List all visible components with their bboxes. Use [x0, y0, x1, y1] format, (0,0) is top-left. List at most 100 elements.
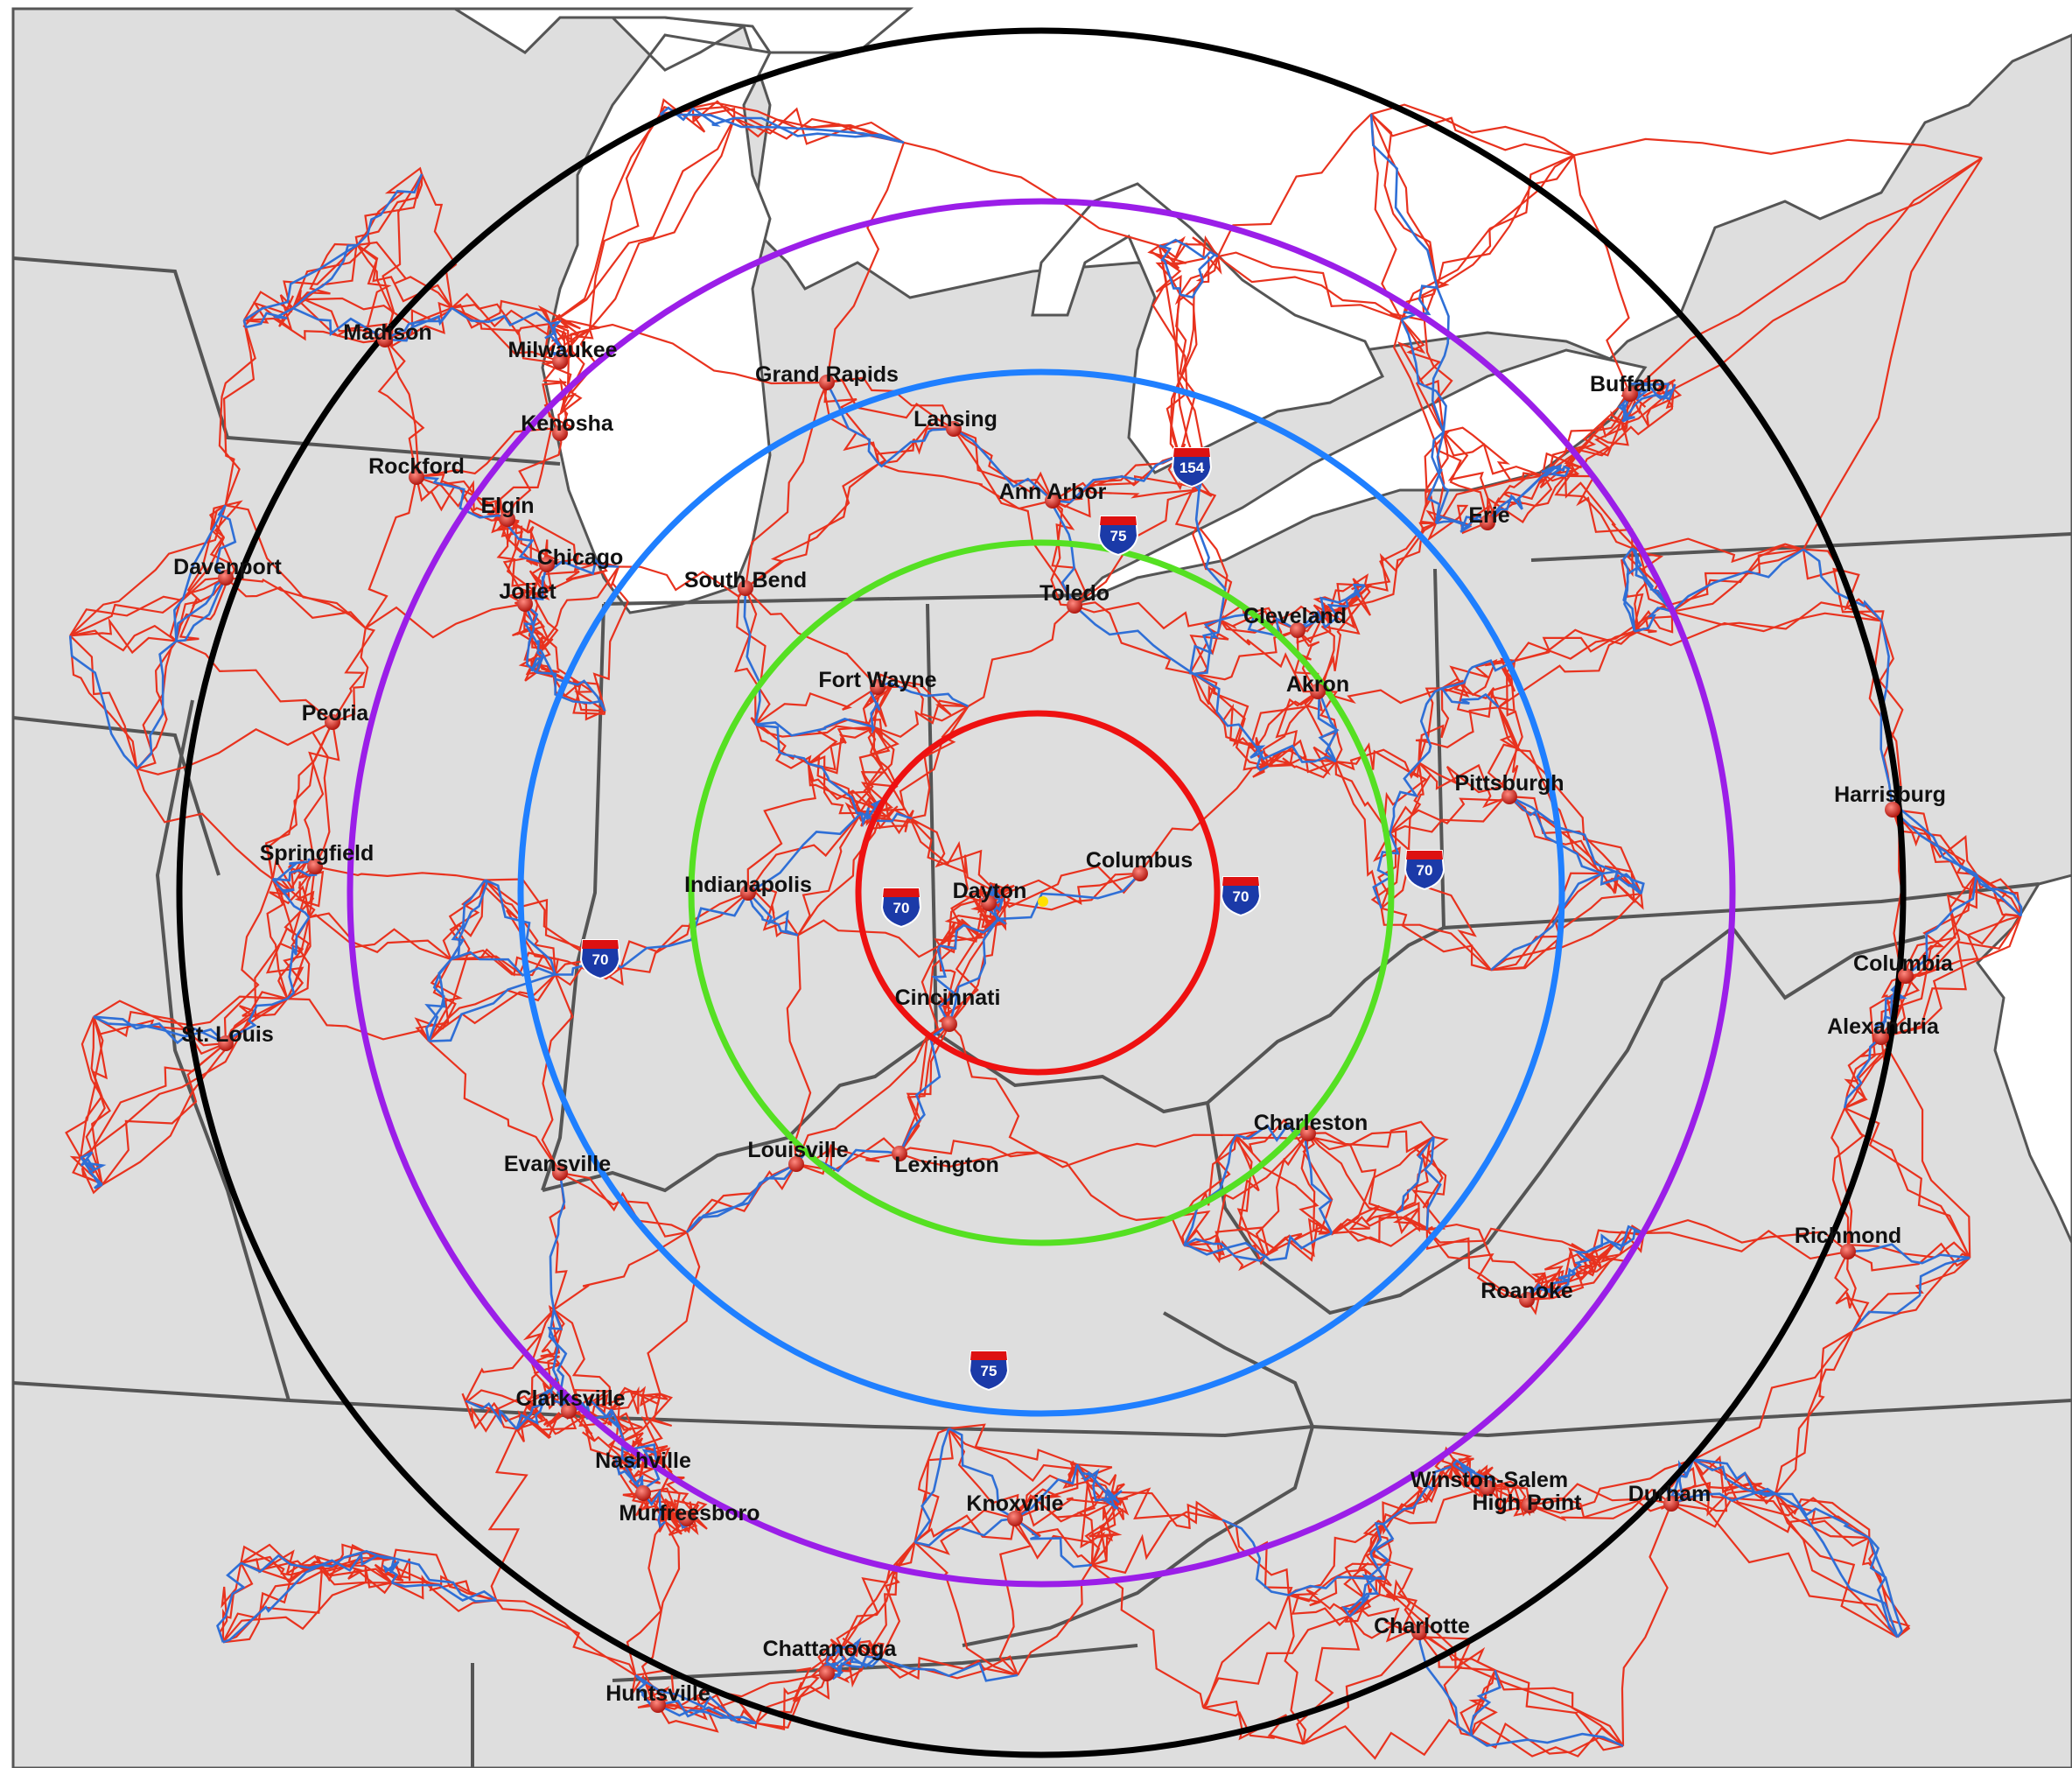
city-nashville[interactable]: Nashville: [595, 1449, 691, 1501]
highway-segment: [1062, 1463, 1106, 1566]
city-peoria[interactable]: Peoria: [302, 701, 370, 730]
highway-segment: [557, 328, 598, 434]
city-ann-arbor[interactable]: Ann Arbor: [999, 480, 1107, 509]
highway-segment: [542, 361, 574, 434]
city-buffalo[interactable]: Buffalo: [1590, 372, 1665, 402]
pin-icon: [377, 332, 393, 347]
city-charlotte[interactable]: Charlotte: [1374, 1614, 1470, 1640]
interstate-segment: [214, 504, 237, 579]
border-ky-in: [542, 1031, 938, 1193]
city-erie[interactable]: Erie: [1468, 503, 1510, 530]
city-springfield[interactable]: Springfield: [260, 841, 374, 874]
i70-pa-shield: 70: [1404, 850, 1446, 891]
city-label: Clarksville: [515, 1386, 625, 1411]
city-chicago[interactable]: Chicago: [537, 545, 624, 572]
interstate-segment: [808, 762, 862, 815]
pin-icon: [1898, 968, 1914, 984]
city-richmond[interactable]: Richmond: [1795, 1224, 1901, 1259]
highway-segment: [618, 1437, 656, 1471]
center-marker: [1038, 896, 1048, 907]
highway-segment: [1774, 1330, 1854, 1494]
city-knoxville[interactable]: Knoxville: [966, 1491, 1064, 1526]
highway-segment: [612, 1457, 644, 1499]
city-murfreesboro[interactable]: Murfreesboro: [619, 1501, 760, 1526]
pin-icon: [1007, 1511, 1023, 1526]
highway-segment: [1629, 157, 1983, 395]
city-akron[interactable]: Akron: [1286, 672, 1349, 699]
city-st-louis[interactable]: St. Louis: [181, 1022, 274, 1051]
city-columbia[interactable]: Columbia: [1853, 951, 1954, 984]
city-columbus-oh[interactable]: Columbus: [1086, 848, 1193, 881]
interstate-segment: [429, 973, 556, 1042]
highway-segment: [1392, 1207, 1428, 1235]
city-roanoke[interactable]: Roanoke: [1480, 1279, 1573, 1308]
city-evansville[interactable]: Evansville: [504, 1152, 611, 1181]
city-indianapolis[interactable]: Indianapolis: [684, 873, 812, 901]
highway-segment: [1202, 1700, 1304, 1745]
city-elgin[interactable]: Elgin: [480, 494, 535, 527]
interstate-segment: [1183, 1134, 1237, 1246]
highway-segment: [909, 817, 990, 905]
city-clarksville[interactable]: Clarksville: [515, 1386, 626, 1419]
city-milwaukee[interactable]: Milwaukee: [508, 338, 618, 369]
pin-icon: [946, 421, 962, 437]
city-dayton[interactable]: Dayton: [953, 879, 1027, 911]
city-joliet[interactable]: Joliet: [499, 579, 556, 612]
pin-icon: [679, 1511, 695, 1526]
city-grand-rapids[interactable]: Grand Rapids: [755, 362, 899, 390]
city-south-bend[interactable]: South Bend: [684, 568, 807, 596]
pin-icon: [1873, 1029, 1889, 1045]
highway-segment: [1088, 1498, 1116, 1566]
interstate-segment: [272, 866, 318, 882]
city-cincinnati[interactable]: Cincinnati: [895, 986, 1001, 1032]
highway-segment: [549, 1172, 568, 1310]
border-wi-il: [12, 256, 561, 466]
city-chattanooga[interactable]: Chattanooga: [763, 1637, 898, 1681]
highway-segment: [619, 1451, 663, 1470]
city-harrisburg[interactable]: Harrisburg: [1834, 782, 1946, 817]
city-madison[interactable]: Madison: [343, 320, 432, 347]
city-fort-wayne[interactable]: Fort Wayne: [818, 668, 937, 695]
highway-segment: [451, 306, 561, 363]
pin-icon: [981, 895, 997, 911]
city-lansing[interactable]: Lansing: [914, 407, 998, 437]
city-davenport[interactable]: Davenport: [173, 555, 282, 586]
highway-segment: [224, 991, 288, 1044]
city-kenosha[interactable]: Kenosha: [521, 411, 614, 441]
pin-icon: [1411, 1624, 1427, 1640]
highway-segment: [1571, 1243, 1600, 1277]
highway-segment: [374, 1557, 404, 1584]
highway-segment: [1487, 1483, 1672, 1505]
interstate-segment: [451, 951, 556, 977]
city-pittsburgh[interactable]: Pittsburgh: [1455, 771, 1564, 804]
interstate-segment: [948, 918, 999, 1025]
highway-segment: [1490, 872, 1603, 972]
city-label: St. Louis: [181, 1022, 274, 1047]
highway-segment: [1050, 500, 1075, 607]
city-rockford[interactable]: Rockford: [368, 454, 465, 485]
city-huntsville[interactable]: Huntsville: [606, 1681, 710, 1713]
city-label: Cleveland: [1243, 604, 1347, 628]
city-louisville[interactable]: Louisville: [747, 1138, 849, 1172]
city-cleveland[interactable]: Cleveland: [1243, 604, 1347, 638]
highway-segment: [808, 754, 863, 822]
highway-segment: [1193, 673, 1269, 768]
highway-segment: [1331, 1211, 1397, 1234]
highway-segment: [1317, 585, 1371, 692]
city-durham[interactable]: Durham: [1628, 1482, 1711, 1512]
highway-segment: [1375, 1577, 1420, 1633]
city-high-point[interactable]: High Point: [1473, 1491, 1583, 1515]
city-lexington[interactable]: Lexington: [892, 1146, 999, 1177]
city-alexandria[interactable]: Alexandria: [1827, 1014, 1940, 1045]
highway-segment: [754, 723, 875, 738]
highway-segment: [1395, 1136, 1435, 1214]
city-winston-salem[interactable]: Winston-Salem: [1410, 1468, 1568, 1496]
interstate-segment: [1297, 603, 1348, 631]
highway-segment: [808, 755, 862, 815]
city-charleston[interactable]: Charleston: [1254, 1111, 1368, 1141]
city-toledo[interactable]: Toledo: [1040, 581, 1110, 614]
highway-segment: [304, 721, 340, 867]
highway-segment: [1175, 294, 1197, 456]
highway-segment: [416, 476, 499, 516]
pin-icon: [942, 1016, 957, 1032]
